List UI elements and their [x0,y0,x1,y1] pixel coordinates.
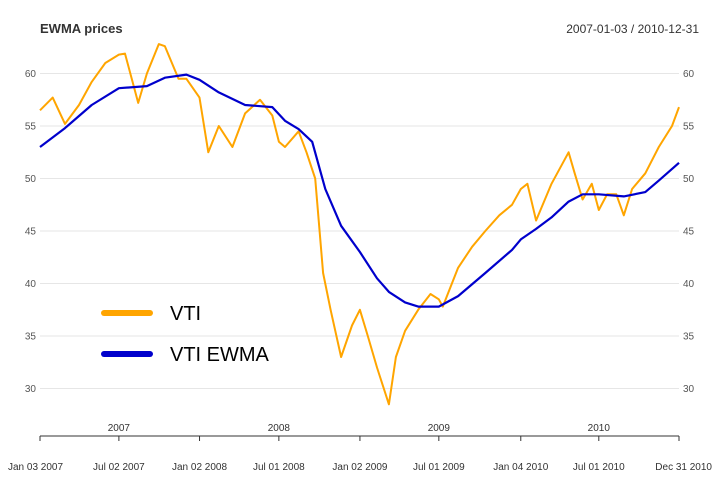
x-tick-label: Jan 02 2009 [332,462,387,473]
y-tick-label-left: 35 [25,332,37,343]
x-axis: Jan 03 2007 Jul 02 2007 Jan 02 2008 Jul 01 … [8,435,712,473]
x-tick-label: Jul 02 2007 [93,462,145,473]
series-line-vti [39,43,680,406]
y-tick-label-left: 30 [25,384,37,395]
legend-label: VTI EWMA [170,344,270,366]
y-tick-label-right: 45 [683,227,695,238]
y-tick-label-right: 40 [683,279,695,290]
y-tick-label-right: 55 [683,122,695,133]
legend: VTI VTI EWMA [101,303,270,366]
date-range-label: 2007-01-03 / 2010-12-31 [566,22,699,36]
x-tick-label: Jul 01 2010 [573,462,625,473]
series-line-vti-ewma [39,73,680,308]
y-tick-label-right: 50 [683,174,695,185]
y-tick-label-left: 40 [25,279,37,290]
x-tick-label: Dec 31 2010 [655,462,712,473]
x-tick-label: Jan 02 2008 [172,462,227,473]
grid [40,73,679,389]
series-lines [39,43,680,406]
x-tick-label: Jan 04 2010 [493,462,548,473]
legend-label: VTI [170,303,201,325]
year-label: 2009 [428,423,451,434]
chart-title: EWMA prices [40,21,123,36]
y-tick-label-right: 60 [683,69,695,80]
y-tick-label-left: 45 [25,227,37,238]
x-tick-label: Jan 03 2007 [8,462,63,473]
year-label: 2010 [588,423,611,434]
y-tick-label-left: 50 [25,174,37,185]
y-tick-label-right: 35 [683,332,695,343]
x-tick-label: Jul 01 2009 [413,462,465,473]
year-label: 2007 [108,423,131,434]
y-tick-label-left: 60 [25,69,37,80]
year-labels: 2007 2008 2009 2010 [108,423,611,434]
y-tick-label-left: 55 [25,122,37,133]
y-tick-label-right: 30 [683,384,695,395]
year-label: 2008 [268,423,291,434]
y-axis-ticks: 30 30 35 35 40 40 45 45 50 50 55 55 60 60 [25,69,695,395]
x-tick-label: Jul 01 2008 [253,462,305,473]
